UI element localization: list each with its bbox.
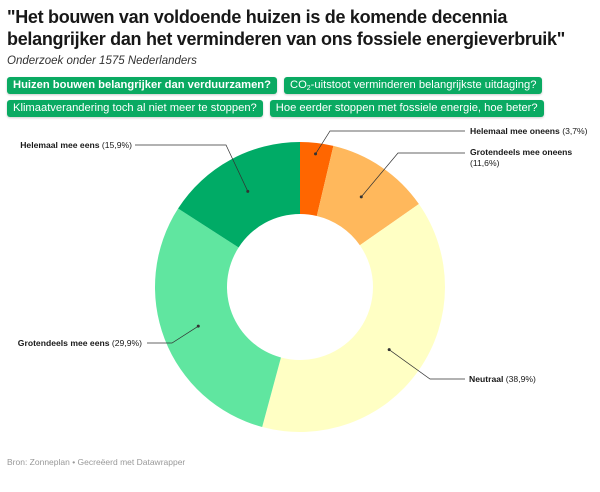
header: "Het bouwen van voldoende huizen is de k… (0, 0, 600, 117)
leader-dot (246, 189, 250, 193)
question-tabs: Huizen bouwen belangrijker dan verduurza… (7, 77, 593, 117)
label-name: Helemaal mee eens (20, 140, 100, 150)
leader-dot (387, 348, 391, 352)
leader-line (388, 349, 465, 380)
label-helemaal-mee-oneens: Helemaal mee oneens (3,7%) (470, 126, 588, 137)
label-value: (38,9%) (505, 374, 536, 384)
tab-co2-uitstoot[interactable]: CO2-uitstoot verminderen belangrijkste u… (283, 77, 543, 94)
label-value: (3,7%) (562, 126, 588, 136)
leader-line (360, 152, 465, 198)
tab-label-sub: 2 (306, 85, 311, 92)
leader-line (147, 325, 199, 344)
donut-slice-neutraal (262, 203, 446, 432)
donut-chart (135, 130, 465, 432)
tab-label-pre: CO (289, 79, 307, 91)
label-grotendeels-mee-oneens: Grotendeels mee oneens (11,6%) (470, 147, 572, 169)
label-name: Neutraal (469, 374, 504, 384)
tab-fossiele-energie[interactable]: Hoe eerder stoppen met fossiele energie,… (269, 100, 544, 117)
leader-line (315, 130, 465, 155)
donut-slice-grotendeels-mee-oneens (316, 145, 419, 246)
label-grotendeels-mee-eens: Grotendeels mee eens (29,9%) (18, 338, 142, 349)
leader-dot (359, 195, 363, 199)
donut-slice-grotendeels-mee-eens (154, 208, 281, 427)
tab-huizen-bouwen[interactable]: Huizen bouwen belangrijker dan verduurza… (7, 77, 277, 94)
leader-line (135, 144, 249, 192)
label-value: (11,6%) (470, 158, 500, 168)
label-helemaal-mee-eens: Helemaal mee eens (15,9%) (20, 140, 132, 151)
label-name: Helemaal mee oneens (470, 126, 560, 136)
tab-klimaatverandering[interactable]: Klimaatverandering toch al niet meer te … (7, 100, 263, 117)
leader-dot (314, 152, 318, 156)
label-value: (15,9%) (101, 140, 132, 150)
chart-area: Helemaal mee oneens (3,7%) Grotendeels m… (0, 117, 600, 453)
label-name: Grotendeels mee oneens (470, 147, 573, 157)
tab-label-post: -uitstoot verminderen belangrijkste uitd… (310, 79, 537, 91)
chart-subtitle: Onderzoek onder 1575 Nederlanders (7, 55, 197, 67)
label-name: Grotendeels mee eens (17, 338, 110, 348)
donut-slice-helemaal-mee-oneens (300, 142, 334, 216)
donut-slice-helemaal-mee-eens (178, 142, 300, 248)
chart-title: "Het bouwen van voldoende huizen is de k… (7, 7, 565, 49)
leader-dot (196, 324, 200, 328)
footer-source: Bron: Zonneplan • Gecreëerd met Datawrap… (7, 457, 186, 467)
label-value: (29,9%) (111, 338, 142, 348)
label-neutraal: Neutraal (38,9%) (469, 374, 536, 385)
